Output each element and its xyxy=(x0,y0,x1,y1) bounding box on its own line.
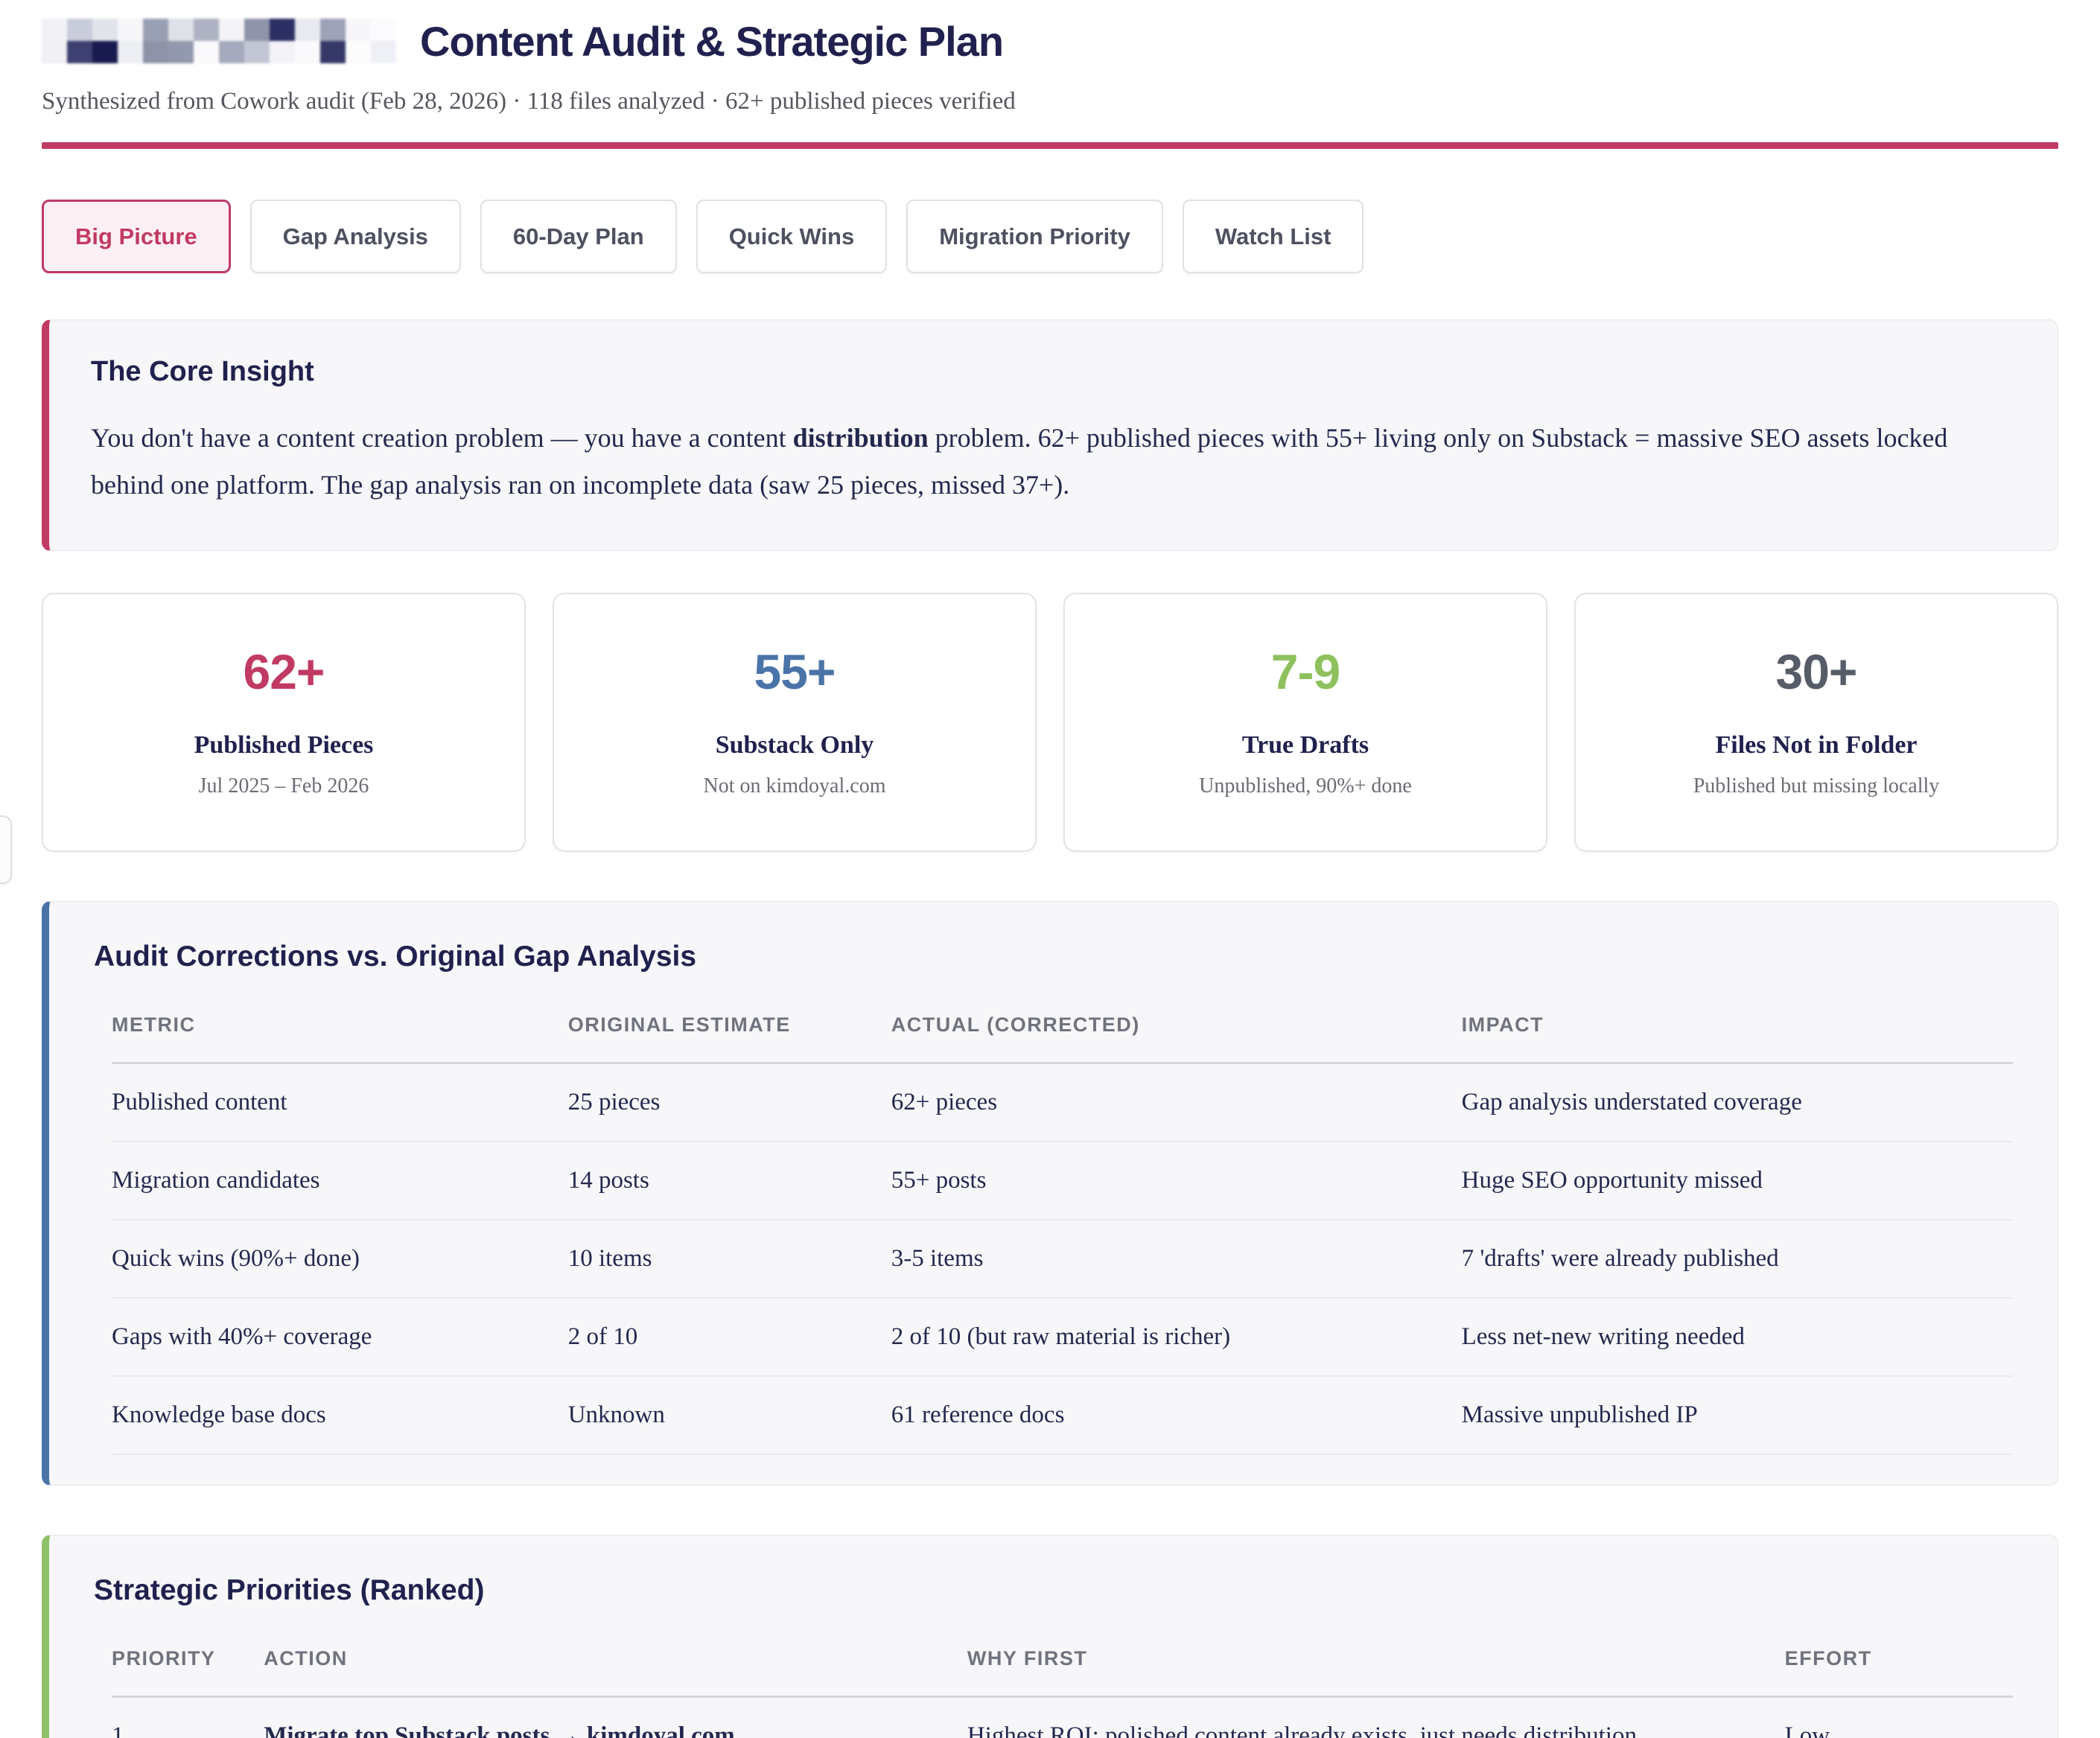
cell-effort: Low xyxy=(1784,1722,1830,1738)
page-header: Content Audit & Strategic Plan xyxy=(42,0,2058,71)
tab-60-day-plan[interactable]: 60-Day Plan xyxy=(480,200,677,273)
table-row: Published content 25 pieces 62+ pieces G… xyxy=(112,1064,2013,1142)
core-insight-text-before: You don't have a content creation proble… xyxy=(91,423,793,453)
cell-why-first: Highest ROI: polished content already ex… xyxy=(967,1722,1637,1738)
stat-sub: Published but missing locally xyxy=(1693,774,1940,798)
table-row: Quick wins (90%+ done) 10 items 3-5 item… xyxy=(112,1220,2013,1299)
cell-impact: Gap analysis understated coverage xyxy=(1461,1089,1802,1115)
cell-impact: Less net-new writing needed xyxy=(1461,1323,1745,1350)
cell-metric: Migration candidates xyxy=(112,1167,320,1194)
core-insight-text: You don't have a content creation proble… xyxy=(91,415,2016,509)
strategic-priorities-table: Priority Action Why First Effort 1 Migra… xyxy=(112,1647,2013,1738)
stat-sub: Unpublished, 90%+ done xyxy=(1199,774,1412,798)
tab-gap-analysis[interactable]: Gap Analysis xyxy=(249,200,461,273)
tab-migration-priority[interactable]: Migration Priority xyxy=(906,200,1163,273)
page-title: Content Audit & Strategic Plan xyxy=(420,17,1004,65)
cell-impact: Massive unpublished IP xyxy=(1461,1401,1698,1428)
cell-impact: Huge SEO opportunity missed xyxy=(1461,1167,1763,1194)
stats-row: 62+ Published Pieces Jul 2025 – Feb 2026… xyxy=(42,593,2058,852)
stat-card-true-drafts: 7-9 True Drafts Unpublished, 90%+ done xyxy=(1063,593,1547,852)
table-row: Knowledge base docs Unknown 61 reference… xyxy=(112,1377,2013,1455)
core-insight-text-bold: distribution xyxy=(792,423,929,453)
cell-metric: Knowledge base docs xyxy=(112,1401,326,1428)
clipped-edge-element xyxy=(0,815,12,884)
cell-original: Unknown xyxy=(567,1401,665,1428)
cell-priority: 1 xyxy=(112,1722,124,1738)
stat-value: 55+ xyxy=(754,644,836,699)
audit-corrections-table: Metric Original Estimate Actual (Correct… xyxy=(112,1013,2013,1455)
cell-original: 2 of 10 xyxy=(567,1323,638,1350)
tab-big-picture[interactable]: Big Picture xyxy=(42,200,231,273)
accent-divider xyxy=(42,142,2058,149)
stat-value: 62+ xyxy=(243,644,325,699)
tab-quick-wins[interactable]: Quick Wins xyxy=(696,200,888,273)
cell-metric: Gaps with 40%+ coverage xyxy=(112,1323,372,1350)
table-row: Migration candidates 14 posts 55+ posts … xyxy=(112,1142,2013,1220)
col-header-effort: Effort xyxy=(1784,1647,1872,1669)
strategic-priorities-title: Strategic Priorities (Ranked) xyxy=(94,1574,485,1606)
core-insight-card: The Core Insight You don't have a conten… xyxy=(42,319,2058,551)
col-header-actual: Actual (Corrected) xyxy=(891,1013,1140,1036)
cell-original: 14 posts xyxy=(567,1167,649,1194)
core-insight-title: The Core Insight xyxy=(91,356,314,387)
stat-label: True Drafts xyxy=(1241,731,1369,759)
cell-actual: 3-5 items xyxy=(891,1245,984,1272)
strategic-priorities-card: Strategic Priorities (Ranked) Priority A… xyxy=(42,1535,2058,1738)
col-header-impact: Impact xyxy=(1461,1013,1544,1036)
table-header-row: Priority Action Why First Effort xyxy=(112,1647,2013,1698)
table-header-row: Metric Original Estimate Actual (Correct… xyxy=(112,1013,2013,1064)
stat-sub: Not on kimdoyal.com xyxy=(703,774,886,798)
cell-actual: 55+ posts xyxy=(891,1167,987,1194)
table-row: 1 Migrate top Substack posts → kimdoyal.… xyxy=(112,1698,2013,1738)
stat-label: Files Not in Folder xyxy=(1715,731,1918,759)
stat-value: 7-9 xyxy=(1270,644,1340,699)
core-insight-text-after: problem. 62+ published pieces with 55+ l… xyxy=(91,423,1948,500)
cell-metric: Published content xyxy=(112,1089,287,1115)
col-header-original: Original Estimate xyxy=(567,1013,791,1036)
redacted-logo xyxy=(42,19,399,63)
cell-original: 10 items xyxy=(567,1245,652,1272)
stat-label: Substack Only xyxy=(715,731,874,759)
stat-value: 30+ xyxy=(1775,644,1858,699)
col-header-why-first: Why First xyxy=(967,1647,1088,1669)
table-row: Gaps with 40%+ coverage 2 of 10 2 of 10 … xyxy=(112,1299,2013,1377)
tab-watch-list[interactable]: Watch List xyxy=(1182,200,1364,273)
page-subtitle: Synthesized from Cowork audit (Feb 28, 2… xyxy=(42,88,1016,115)
cell-actual: 2 of 10 (but raw material is richer) xyxy=(891,1323,1231,1350)
stat-card-published-pieces: 62+ Published Pieces Jul 2025 – Feb 2026 xyxy=(42,593,526,852)
cell-metric: Quick wins (90%+ done) xyxy=(112,1245,360,1272)
stat-sub: Jul 2025 – Feb 2026 xyxy=(198,774,369,798)
cell-action: Migrate top Substack posts → kimdoyal.co… xyxy=(264,1722,735,1738)
cell-actual: 62+ pieces xyxy=(891,1089,998,1115)
cell-original: 25 pieces xyxy=(567,1089,661,1115)
col-header-metric: Metric xyxy=(112,1013,196,1036)
audit-corrections-title: Audit Corrections vs. Original Gap Analy… xyxy=(94,940,697,973)
col-header-priority: Priority xyxy=(112,1647,216,1669)
cell-actual: 61 reference docs xyxy=(891,1401,1065,1428)
col-header-action: Action xyxy=(264,1647,348,1669)
stat-card-files-not-in-folder: 30+ Files Not in Folder Published but mi… xyxy=(1574,593,2058,852)
audit-corrections-card: Audit Corrections vs. Original Gap Analy… xyxy=(42,901,2058,1486)
stat-label: Published Pieces xyxy=(194,731,374,759)
cell-impact: 7 'drafts' were already published xyxy=(1461,1245,1779,1272)
stat-card-substack-only: 55+ Substack Only Not on kimdoyal.com xyxy=(553,593,1037,852)
tab-bar: Big Picture Gap Analysis 60-Day Plan Qui… xyxy=(42,200,2058,273)
